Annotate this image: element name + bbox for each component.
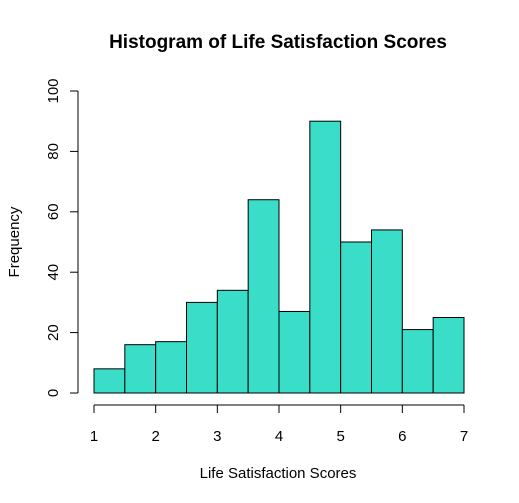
y-tick-label: 20 xyxy=(45,324,62,341)
histogram-bar-5 xyxy=(216,289,249,394)
y-axis-ticks: 0 20 40 60 80 100 xyxy=(45,78,78,397)
histogram-bar-10 xyxy=(371,229,403,394)
x-tick-label: 2 xyxy=(151,428,159,445)
x-tick-label: 3 xyxy=(213,428,221,445)
histogram-bar-3 xyxy=(155,341,187,394)
y-tick-label: 60 xyxy=(45,203,62,220)
x-tick-label: 1 xyxy=(90,428,98,445)
x-axis-label: Life Satisfaction Scores xyxy=(200,465,357,482)
histogram-bar-11 xyxy=(401,329,434,394)
x-tick-label: 4 xyxy=(275,428,283,445)
y-tick-label: 40 xyxy=(45,264,62,281)
histogram-bar-6 xyxy=(247,199,280,394)
x-tick-label: 6 xyxy=(398,428,406,445)
y-tick-label: 80 xyxy=(45,143,62,160)
x-tick-label: 5 xyxy=(336,428,344,445)
x-axis-ticks: 1 2 3 4 5 6 7 xyxy=(90,405,468,445)
bars-group xyxy=(93,120,465,394)
histogram-bar-9 xyxy=(340,241,373,394)
histogram-bar-7 xyxy=(278,310,311,394)
x-tick-label: 7 xyxy=(460,428,468,445)
histogram-bar-2 xyxy=(124,344,157,394)
chart-title: Histogram of Life Satisfaction Scores xyxy=(109,32,447,53)
histogram-bar-4 xyxy=(186,301,218,394)
y-axis-label: Frequency xyxy=(6,206,23,277)
histogram-bar-12 xyxy=(432,317,465,394)
histogram-bar-8 xyxy=(309,120,342,394)
histogram-bar-1 xyxy=(93,368,126,394)
y-tick-label: 0 xyxy=(45,389,62,397)
y-tick-label: 100 xyxy=(45,78,62,103)
